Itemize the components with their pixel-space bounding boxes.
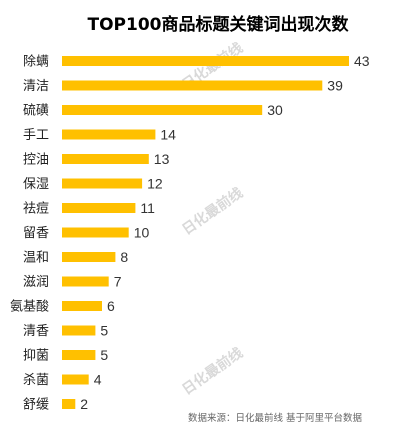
value-label: 11 bbox=[140, 200, 155, 216]
bar bbox=[62, 399, 76, 409]
bar bbox=[62, 80, 323, 91]
category-label: 控油 bbox=[23, 153, 49, 168]
value-label: 4 bbox=[94, 372, 102, 388]
value-label: 30 bbox=[267, 102, 283, 118]
category-label: 保湿 bbox=[23, 177, 49, 192]
category-label: 硫磺 bbox=[23, 104, 49, 119]
value-label: 8 bbox=[120, 249, 128, 265]
bar bbox=[62, 227, 129, 238]
value-label: 10 bbox=[134, 225, 150, 241]
value-label: 13 bbox=[154, 151, 170, 167]
category-label: 清香 bbox=[23, 324, 49, 339]
value-labels: 43 39 30 14 13 12 11 10 8 7 6 5 5 42 bbox=[80, 53, 369, 412]
category-label: 滋润 bbox=[23, 275, 49, 290]
value-label: 39 bbox=[327, 78, 343, 94]
bar bbox=[62, 105, 263, 115]
category-label: 抑菌 bbox=[23, 349, 49, 364]
bar bbox=[62, 252, 116, 262]
category-label: 手工 bbox=[23, 128, 49, 143]
category-label: 温和 bbox=[23, 251, 49, 266]
bar bbox=[62, 178, 143, 189]
bar bbox=[62, 301, 102, 311]
watermark: 日化最前线 bbox=[179, 184, 246, 238]
bar bbox=[62, 374, 89, 385]
bar bbox=[62, 276, 109, 287]
category-label: 清洁 bbox=[23, 79, 49, 94]
category-label: 除螨 bbox=[23, 55, 49, 70]
bar bbox=[62, 56, 349, 66]
category-label: 舒缓 bbox=[23, 398, 49, 413]
source-note: 数据来源：日化最前线 基于阿里平台数据 bbox=[188, 412, 363, 424]
value-label: 5 bbox=[100, 323, 108, 339]
bar bbox=[62, 350, 96, 360]
value-label: 43 bbox=[354, 53, 370, 69]
bar bbox=[62, 154, 149, 164]
value-label: 12 bbox=[147, 176, 163, 192]
bar bbox=[62, 129, 156, 140]
bars-group bbox=[62, 56, 349, 409]
value-label: 14 bbox=[160, 127, 176, 143]
value-label: 2 bbox=[80, 396, 88, 412]
value-label: 6 bbox=[107, 298, 115, 314]
category-label: 杀菌 bbox=[23, 373, 49, 388]
watermark: 日化最前线 bbox=[179, 344, 246, 398]
value-label: 5 bbox=[100, 347, 108, 363]
category-label: 留香 bbox=[23, 226, 49, 241]
bar bbox=[62, 325, 96, 336]
value-label: 7 bbox=[114, 274, 122, 290]
bar bbox=[62, 203, 136, 213]
category-label: 氨基酸 bbox=[10, 300, 49, 315]
chart-title: TOP100商品标题关键词出现次数 bbox=[88, 14, 350, 35]
category-label: 祛痘 bbox=[23, 201, 49, 217]
